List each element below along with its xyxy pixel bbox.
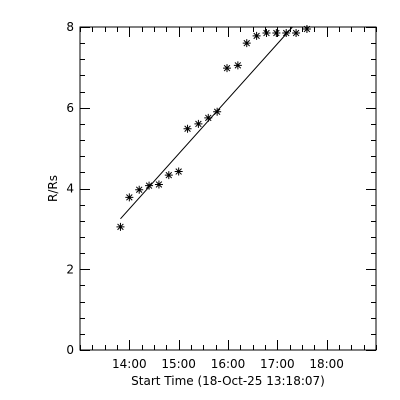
data-point [252, 31, 261, 40]
x-tick-label: 14:00 [112, 357, 147, 371]
fit-line [120, 26, 293, 220]
data-point [194, 119, 203, 128]
y-tick-label: 4 [66, 182, 74, 196]
data-point [164, 171, 173, 180]
x-tick-label: 18:00 [309, 357, 344, 371]
data-point [116, 222, 125, 231]
data-point [135, 185, 144, 194]
data-point [145, 181, 154, 190]
data-point [213, 107, 222, 116]
y-axis-label: R/Rs [46, 175, 60, 202]
x-tick-label: 17:00 [260, 357, 295, 371]
data-point [282, 29, 291, 38]
y-tick-label: 2 [66, 262, 74, 276]
data-point [242, 39, 251, 48]
y-tick-label: 6 [66, 101, 74, 115]
data-point [154, 180, 163, 189]
x-axis-label: Start Time (18-Oct-25 13:18:07) [131, 374, 325, 388]
data-point [272, 29, 281, 38]
y-tick-label: 8 [66, 20, 74, 34]
x-tick-label: 15:00 [161, 357, 196, 371]
data-point [204, 113, 213, 122]
data-point [262, 29, 271, 38]
data-point [223, 64, 232, 73]
x-tick-label: 16:00 [211, 357, 246, 371]
data-points [116, 25, 311, 231]
ticks [80, 27, 377, 351]
data-point [292, 29, 301, 38]
data-point [183, 124, 192, 133]
data-point [233, 61, 242, 70]
plot-frame [79, 26, 377, 351]
data-point [302, 25, 311, 34]
tick-labels: 14:00 15:00 16:00 17:00 18:00 0 2 4 6 8 [66, 20, 344, 371]
data-point [125, 193, 134, 202]
y-tick-label: 0 [66, 343, 74, 357]
data-point [174, 167, 183, 176]
